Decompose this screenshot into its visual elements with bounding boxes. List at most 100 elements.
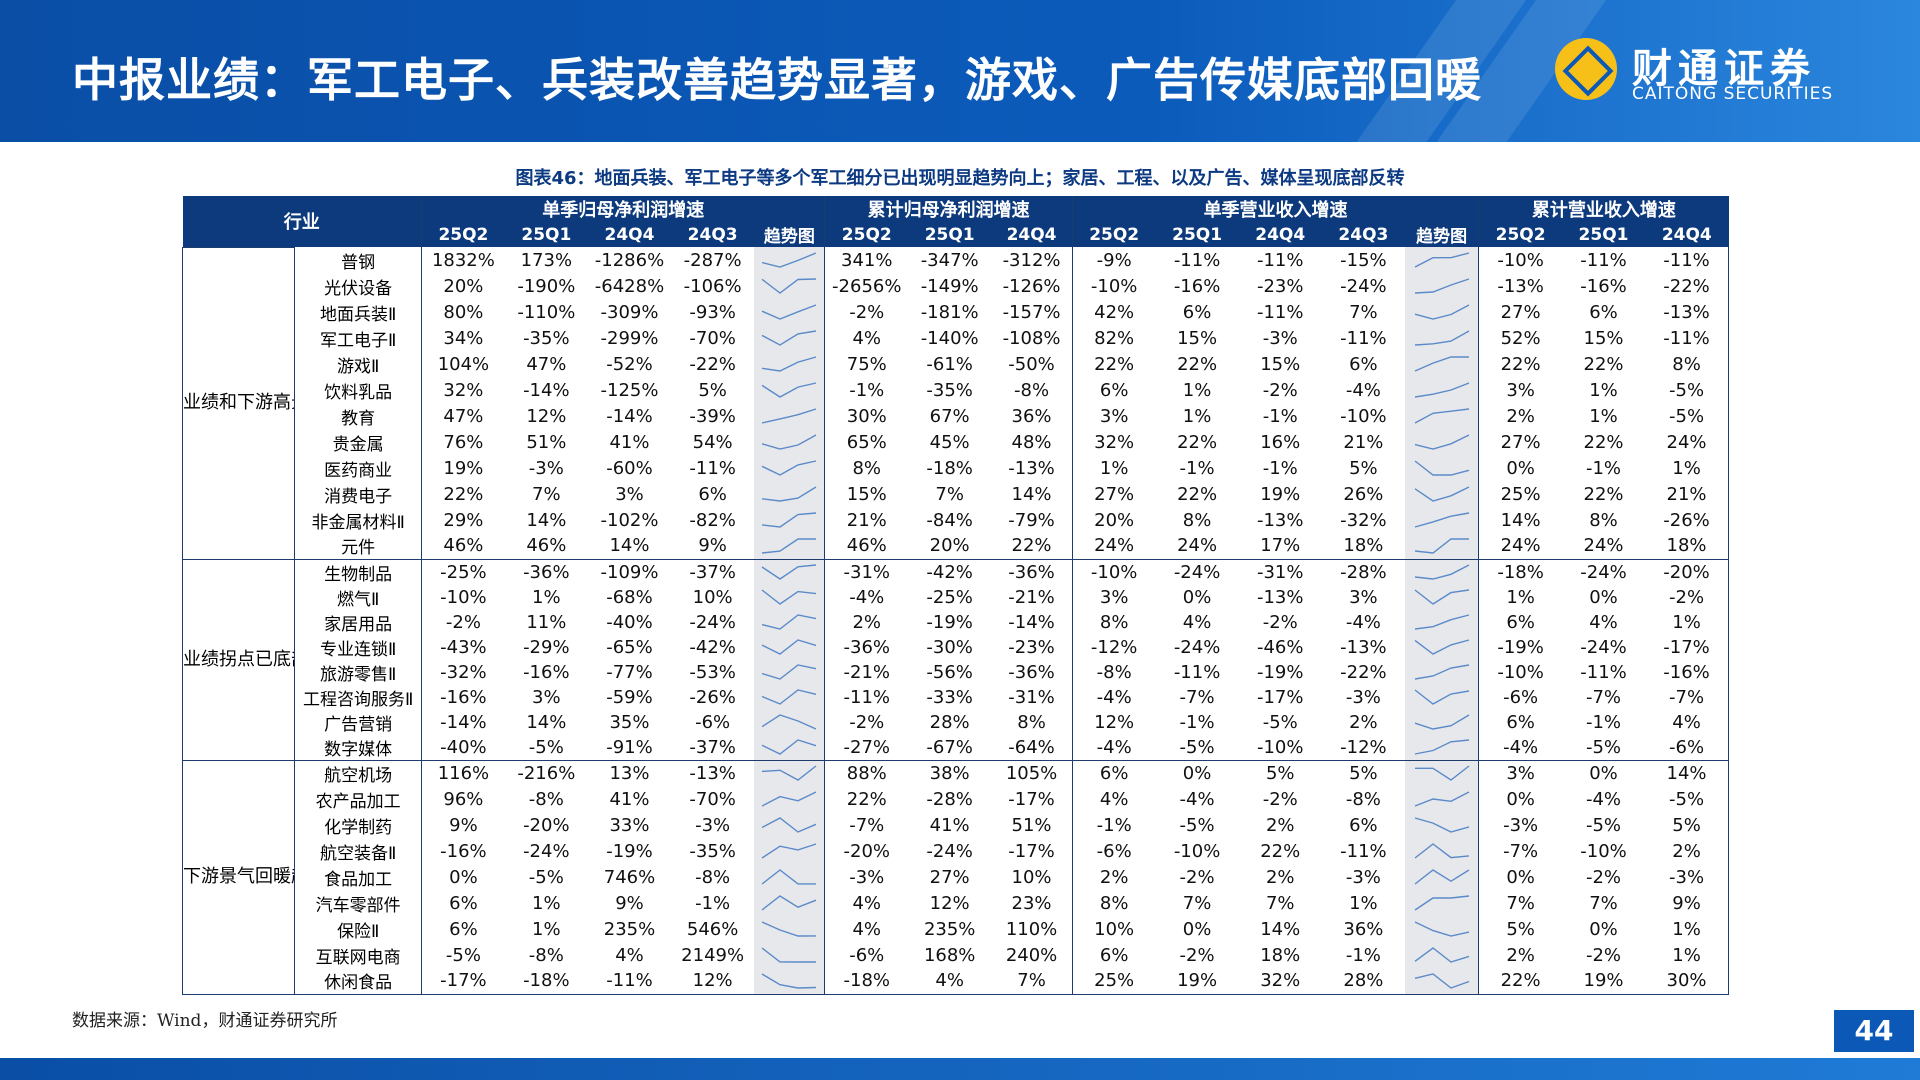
value-cell: 28%	[929, 711, 970, 733]
value-cell: -1%	[1071, 812, 1156, 838]
value-cell: -18%	[926, 457, 973, 479]
value-cell: -6%	[1478, 684, 1562, 710]
sparkline	[1414, 564, 1469, 580]
value-cell: -11%	[1256, 301, 1304, 323]
industry-name: 食品加工	[294, 864, 422, 890]
value-cell: 22%	[1478, 968, 1562, 995]
column-header: 25Q1	[1561, 222, 1646, 247]
value-cell: -31%	[1008, 686, 1055, 708]
sparkline-line	[1414, 278, 1469, 294]
sparkline	[761, 895, 817, 911]
value-cell: -11%	[1340, 840, 1387, 862]
trend-cell	[1404, 734, 1479, 761]
value-cell: -3%	[1345, 686, 1381, 708]
sparkline	[1414, 460, 1469, 476]
trend-cell	[1404, 968, 1479, 995]
value-cell: -6%	[1645, 734, 1730, 761]
value-cell: 8%	[824, 455, 909, 481]
trend-cell	[754, 916, 825, 942]
value-cell: -22%	[1340, 661, 1387, 683]
value-cell: 24%	[1478, 533, 1562, 560]
value-cell: -46%	[1256, 636, 1304, 658]
table-row: 航空装备Ⅱ -16% -24% -19% -35% -20% -24% -17% -6% -10%…	[183, 838, 1730, 864]
value-cell: -36%	[824, 634, 909, 660]
column-header: 24Q4	[991, 222, 1073, 247]
value-cell: -5%	[1645, 403, 1730, 429]
table-row: 地面兵装Ⅱ 80% -110% -309% -93% -2% -181% -157% 42% 6%…	[183, 299, 1730, 325]
value-cell: -14%	[606, 405, 653, 427]
value-cell: -5%	[1262, 711, 1298, 733]
value-cell: 22%	[1583, 431, 1624, 453]
value-cell: 7%	[1478, 890, 1562, 916]
value-cell: -10%	[1238, 734, 1322, 761]
value-cell: 32%	[421, 377, 505, 403]
value-cell: -36%	[523, 561, 570, 583]
value-cell: 25%	[1071, 968, 1156, 995]
value-cell: -39%	[689, 405, 736, 427]
value-cell: -8%	[1071, 659, 1156, 685]
value-cell: -5%	[1179, 814, 1215, 836]
sparkline	[1414, 614, 1469, 630]
sparkline	[1414, 972, 1469, 989]
sparkline-line	[1414, 869, 1469, 885]
sparkline-line	[762, 304, 817, 320]
sparkline-line	[761, 278, 817, 294]
trend-cell	[754, 403, 825, 429]
value-cell: 52%	[1478, 325, 1562, 351]
value-cell: 32%	[1071, 429, 1156, 455]
value-cell: -3%	[1345, 866, 1381, 888]
value-cell: 18%	[1260, 944, 1301, 966]
sparkline	[762, 304, 817, 320]
column-header: 25Q1	[908, 222, 992, 247]
sparkline-line	[762, 739, 817, 755]
sparkline	[762, 921, 817, 937]
value-cell: -36%	[1008, 661, 1055, 683]
value-cell: 22%	[1583, 353, 1624, 375]
value-cell: -7%	[1179, 686, 1215, 708]
trend-cell	[1404, 634, 1479, 660]
value-cell: 1832%	[421, 247, 505, 273]
table-row: 军工电子Ⅱ 34% -35% -299% -70% 4% -140% -108% 82% 15% -…	[183, 325, 1730, 351]
value-cell: 9%	[615, 892, 644, 914]
value-cell: 2%	[1265, 814, 1295, 836]
value-cell: 41%	[929, 814, 970, 836]
value-cell: -4%	[1478, 734, 1562, 761]
value-cell: -24%	[1173, 561, 1221, 583]
table-row: 下游景气回暖趋势明显航空机场116% -216% 13% -13% 88% 38% 105%…	[181, 759, 1730, 995]
value-cell: -79%	[1008, 509, 1055, 531]
value-cell: -216%	[517, 762, 576, 784]
sparkline-line	[1414, 739, 1469, 755]
value-cell: -3%	[824, 864, 909, 890]
table-row: 数字媒体 -40% -5% -91% -37% -27% -67% -64% -4% -5% -10…	[183, 734, 1730, 761]
value-cell: -5%	[1155, 734, 1239, 761]
trend-cell	[754, 734, 825, 761]
sparkline	[761, 947, 817, 963]
value-cell: 23%	[1011, 892, 1052, 914]
value-cell: -70%	[689, 788, 736, 810]
sparkline	[762, 664, 817, 680]
trend-cell	[1404, 247, 1479, 273]
value-cell: -53%	[689, 661, 736, 683]
value-cell: 1%	[1349, 892, 1378, 914]
value-cell: 18%	[1321, 533, 1405, 560]
value-cell: -2%	[1179, 866, 1215, 888]
group-header: 累计归母净利润增速	[824, 196, 1073, 222]
value-cell: -52%	[606, 353, 653, 375]
value-cell: -13%	[689, 762, 736, 784]
value-cell: 36%	[1343, 918, 1384, 940]
value-cell: 82%	[1071, 325, 1156, 351]
value-cell: -12%	[1071, 634, 1156, 660]
sparkline-line	[762, 486, 817, 502]
value-cell: -5%	[1585, 814, 1622, 836]
value-cell: -56%	[926, 661, 973, 683]
value-cell: 48%	[1011, 431, 1052, 453]
value-cell: 21%	[1645, 481, 1730, 507]
value-cell: -20%	[523, 814, 570, 836]
value-cell: 1%	[1645, 942, 1730, 968]
value-cell: 8%	[1071, 890, 1156, 916]
value-cell: -13%	[1256, 509, 1304, 531]
value-cell: 2%	[1349, 711, 1378, 733]
value-cell: -2%	[421, 609, 505, 635]
header-bar: 中报业绩：军工电子、兵装改善趋势显著，游戏、广告传媒底部回暖 财通证券 CAIT…	[0, 0, 1920, 142]
industry-header: 行业	[182, 196, 422, 247]
